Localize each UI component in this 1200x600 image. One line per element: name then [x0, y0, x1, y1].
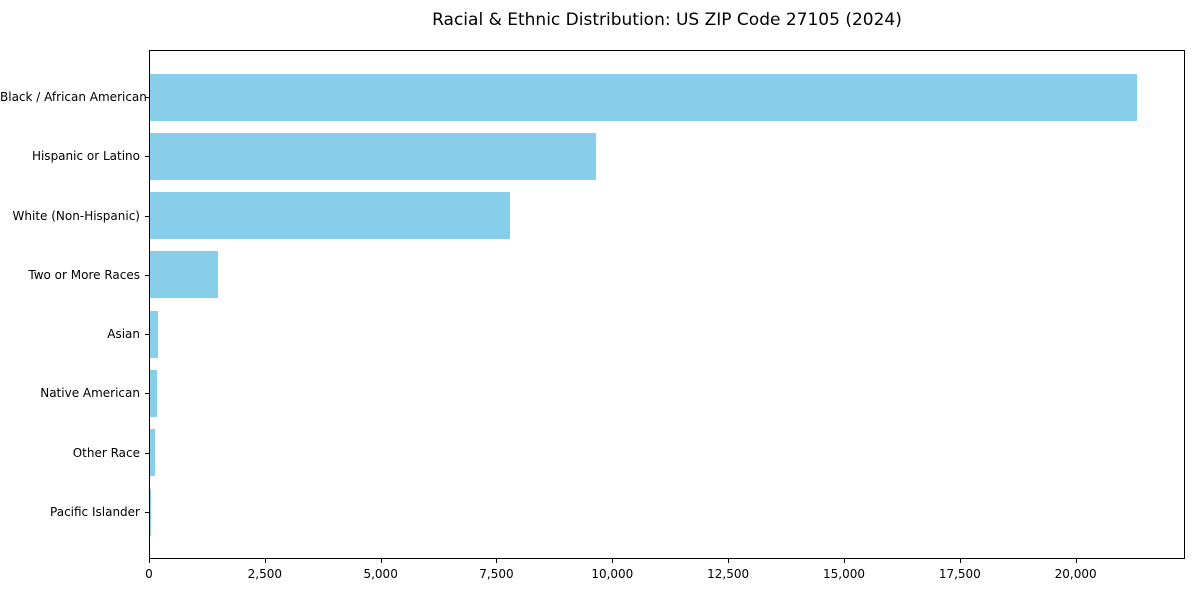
y-tick-mark [145, 215, 149, 217]
y-tick-mark [145, 393, 149, 395]
x-tick-label: 17,500 [938, 567, 981, 581]
x-tick-label: 5,000 [363, 567, 398, 581]
y-tick-mark [145, 156, 149, 158]
bar [150, 488, 151, 536]
x-tick-label: 10,000 [591, 567, 634, 581]
y-tick-label: Hispanic or Latino [31, 149, 140, 164]
y-tick-label: White (Non-Hispanic) [12, 208, 140, 223]
bar [150, 251, 219, 299]
x-tick-label: 12,500 [707, 567, 750, 581]
x-tick-mark [264, 559, 266, 563]
x-tick-mark [1075, 559, 1077, 563]
x-tick-mark [959, 559, 961, 563]
x-tick-mark [612, 559, 614, 563]
y-tick-label: Black / African American [0, 90, 147, 104]
bar [150, 132, 596, 180]
bar [150, 369, 157, 417]
x-tick-label: 2,500 [247, 567, 282, 581]
y-tick-mark [145, 97, 149, 98]
x-tick-mark [728, 559, 730, 563]
x-tick-mark [843, 559, 845, 563]
x-tick-mark [380, 559, 382, 563]
bar [150, 429, 156, 477]
chart-title: Racial & Ethnic Distribution: US ZIP Cod… [432, 10, 902, 30]
y-tick-label: Two or More Races [28, 267, 140, 282]
y-tick-label: Pacific Islander [50, 505, 140, 519]
y-tick-mark [145, 512, 149, 513]
x-tick-label: 20,000 [1054, 567, 1097, 581]
bar [150, 192, 510, 240]
y-tick-mark [145, 452, 149, 454]
y-tick-mark [145, 334, 149, 336]
bar [150, 73, 1137, 121]
y-tick-label: Native American [40, 386, 140, 401]
y-tick-mark [145, 274, 149, 276]
y-tick-label: Asian [107, 327, 140, 342]
plot-area [149, 50, 1185, 559]
bar [150, 310, 159, 358]
x-tick-label: 0 [145, 567, 153, 581]
x-tick-label: 7,500 [479, 567, 514, 581]
x-tick-mark [496, 559, 498, 563]
x-tick-mark [149, 559, 150, 563]
x-tick-label: 15,000 [822, 567, 865, 581]
y-tick-label: Other Race [72, 445, 140, 460]
